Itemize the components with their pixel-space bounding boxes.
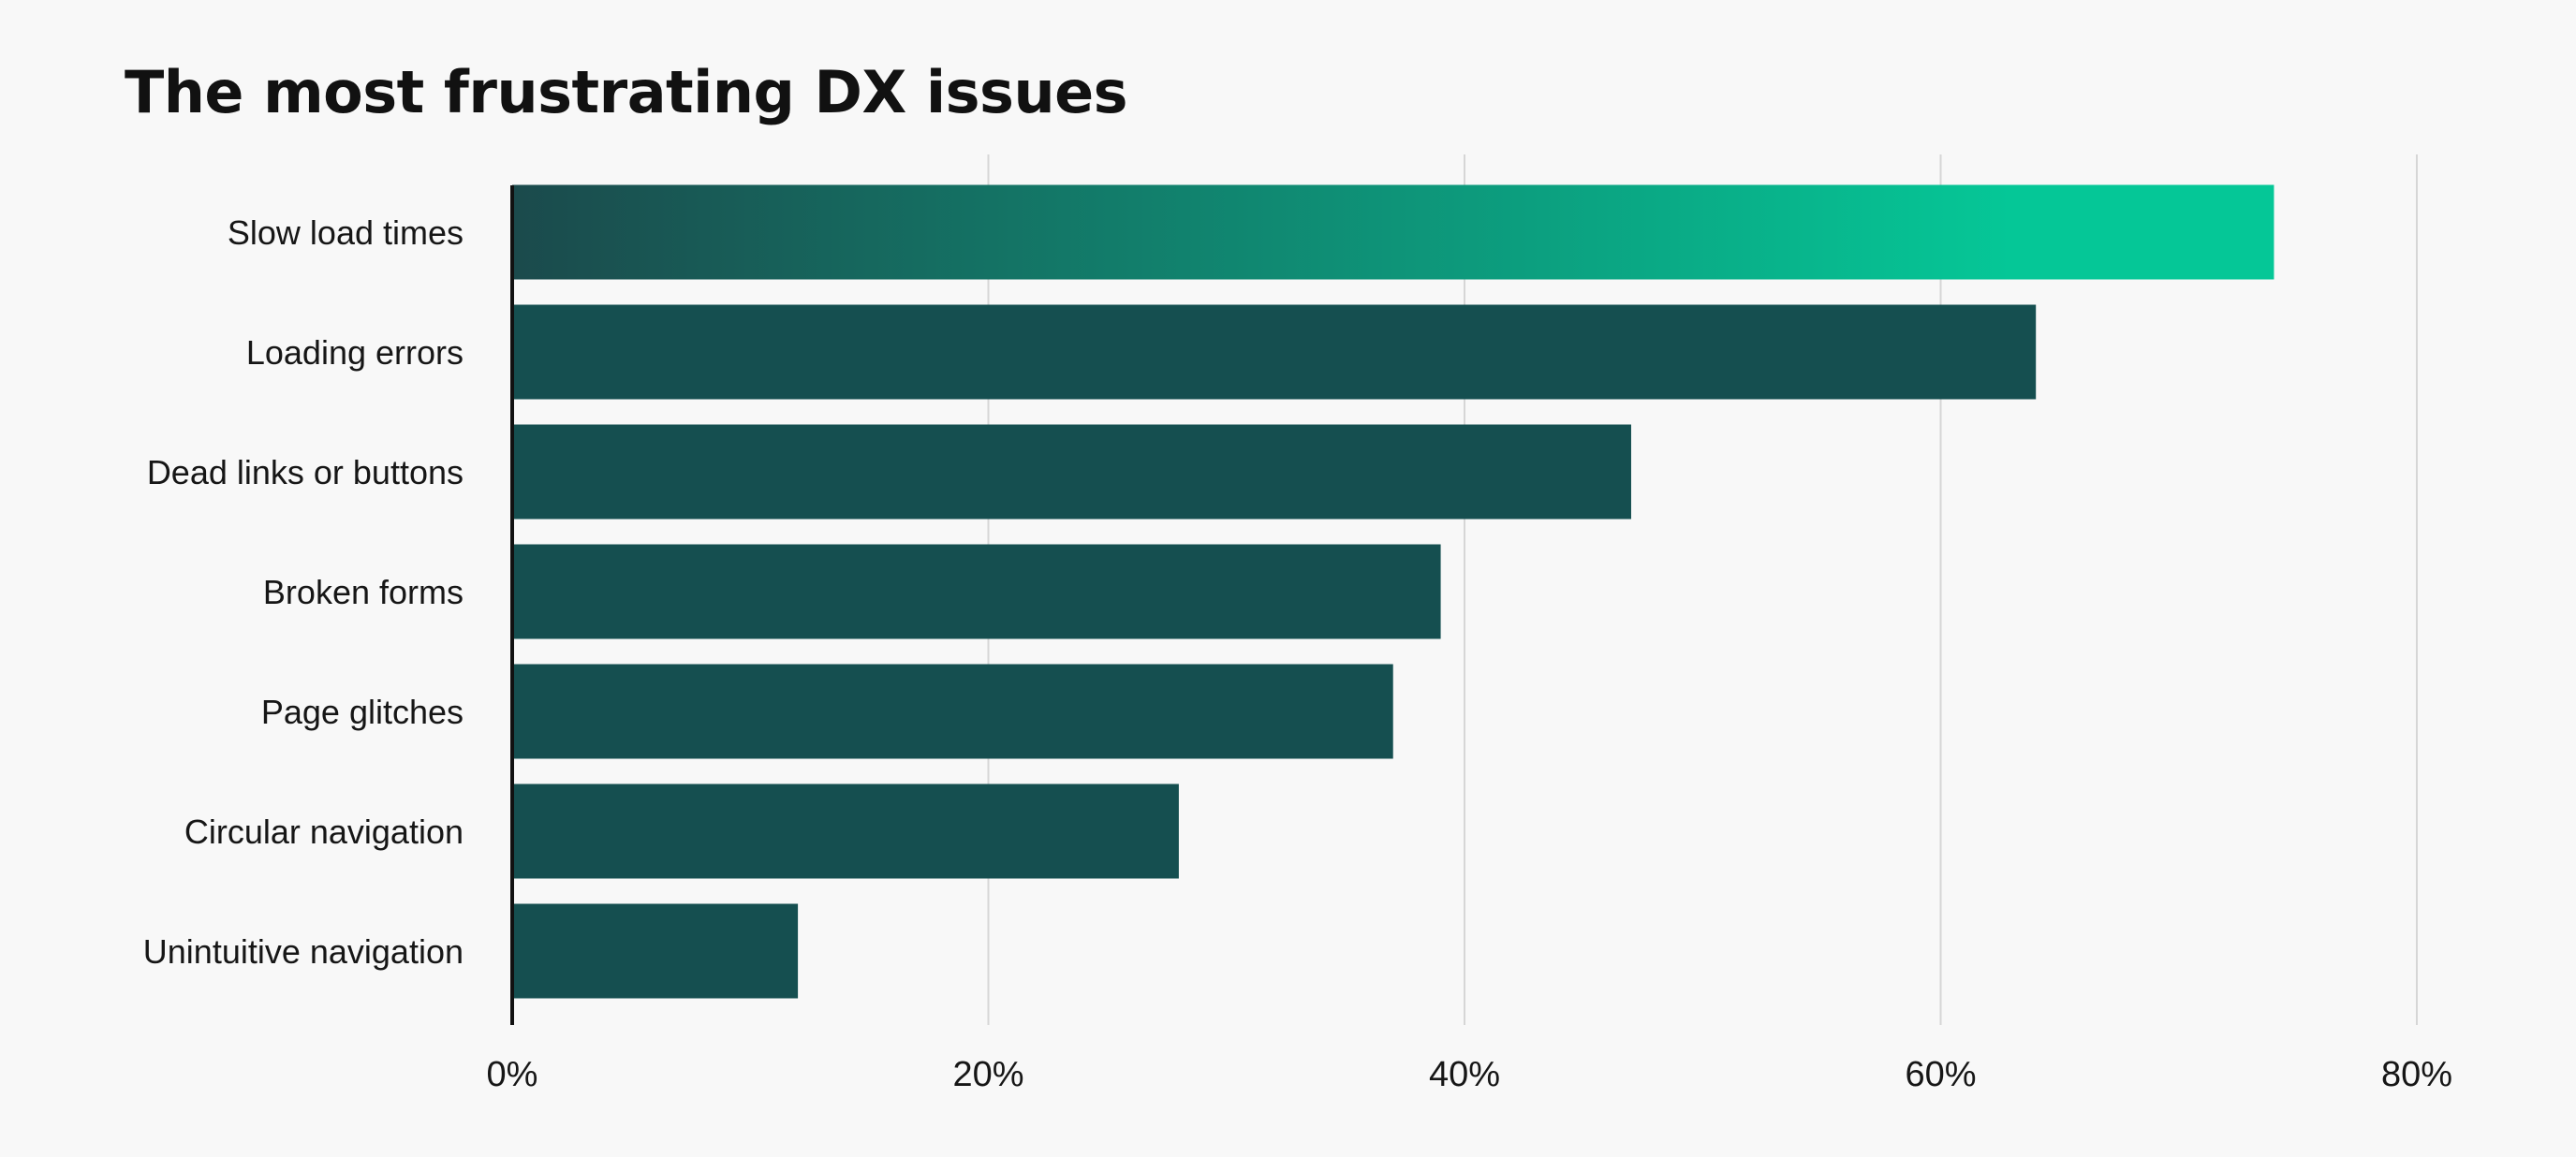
tick-labels: 0% 20% 40% 60% 80%	[487, 1055, 2452, 1094]
x-tick-label: 20%	[952, 1055, 1023, 1094]
bars	[512, 184, 2274, 999]
category-label: Loading errors	[246, 333, 464, 372]
x-tick-label: 0%	[487, 1055, 538, 1094]
bar	[512, 304, 2037, 400]
bar	[512, 903, 799, 999]
bar	[512, 184, 2274, 280]
category-labels: Slow load times Loading errors Dead links …	[143, 213, 464, 971]
bar	[512, 544, 1441, 639]
x-tick-label: 40%	[1429, 1055, 1500, 1094]
bar	[512, 424, 1631, 520]
category-label: Dead links or buttons	[147, 453, 464, 491]
gridlines	[987, 154, 2418, 1025]
bar	[512, 664, 1393, 759]
category-label: Slow load times	[228, 213, 464, 252]
x-tick-label: 60%	[1905, 1055, 1976, 1094]
category-label: Broken forms	[263, 573, 464, 611]
category-label: Unintuitive navigation	[143, 932, 464, 971]
category-label: Circular navigation	[184, 813, 464, 851]
bar	[512, 784, 1179, 879]
x-tick-label: 80%	[2381, 1055, 2452, 1094]
chart-title: The most frustrating DX issues	[125, 58, 1128, 126]
category-label: Page glitches	[261, 693, 464, 731]
